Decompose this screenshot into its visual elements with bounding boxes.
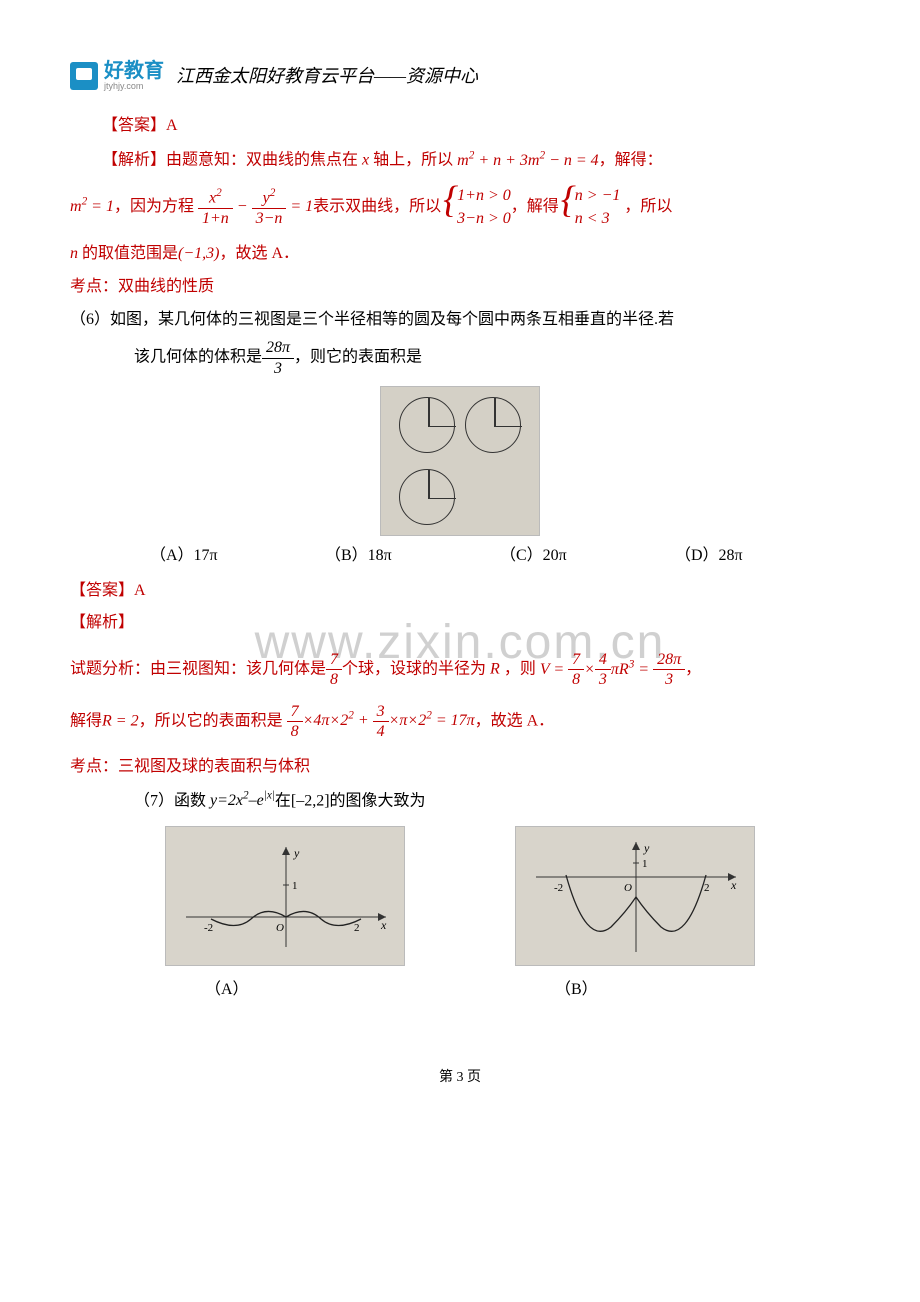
t: 个球，设球的半径为 (342, 661, 486, 678)
page-number: 第 3 页 (70, 1065, 850, 1090)
t: 该几何体的体积是 (134, 349, 262, 366)
vol-formula: V = 78×43πR3 = 28π3 (540, 661, 685, 678)
opt-a: （A）17π (150, 542, 325, 571)
q6-topic: 考点：三视图及球的表面积与体积 (70, 753, 850, 782)
q6-solve: 解得R = 2，所以它的表面积是 78×4π×22 + 34×π×22 = 17… (70, 702, 850, 741)
svg-text:-2: -2 (554, 882, 563, 894)
q6-stem2: 该几何体的体积是28π3，则它的表面积是 (70, 338, 850, 377)
svg-text:y: y (643, 841, 650, 855)
s2b: n < 3 (575, 208, 621, 230)
q5-topic: 考点：双曲线的性质 (70, 273, 850, 302)
graph-labels: （A） （B） (70, 976, 850, 1005)
t: ，所以 (620, 198, 672, 215)
R2: R = 2 (102, 712, 139, 729)
graph-a: y x 1 -2 2 O (165, 826, 405, 966)
system1: 1+n > 03−n > 0 (445, 185, 511, 230)
s1b: 3−n > 0 (457, 208, 511, 230)
t: 表示双曲线，所以 (313, 198, 441, 215)
logo: 好教育 jtyhjy.com (70, 61, 164, 92)
t: 试题分析：由三视图知：该几何体是 (70, 661, 326, 678)
area-formula: 78×4π×22 + 34×π×22 = 17π (287, 712, 475, 729)
frac-x: x21+n (198, 187, 233, 228)
m-eq: m2 = 1 (70, 198, 114, 215)
q7-stem: （7）函数 y=2x2–e|x|在[–2,2]的图像大致为 (70, 786, 850, 816)
svg-text:2: 2 (704, 882, 710, 894)
den: 3 (262, 359, 294, 378)
svg-text:x: x (380, 918, 387, 932)
svg-text:O: O (624, 882, 632, 894)
opt-b: （B）18π (325, 542, 500, 571)
svg-text:1: 1 (642, 858, 648, 870)
header-row: 好教育 jtyhjy.com 江西金太阳好教育云平台——资源中心 (70, 60, 850, 92)
t: ，故选 A． (475, 712, 555, 729)
s2a: n > −1 (575, 185, 621, 207)
frac-y: y23−n (252, 187, 287, 228)
q5-answer: A (166, 117, 178, 134)
t: ，则 (504, 661, 536, 678)
t: ，因为方程 (114, 198, 194, 215)
q5-explain-line3: n n 的取值范围是的取值范围是(−1,3)，故选 A． (70, 240, 850, 269)
svg-text:y: y (293, 846, 300, 860)
t: 轴上，所以 (373, 152, 453, 169)
svg-text:O: O (276, 922, 284, 934)
logo-main-text: 好教育 (104, 61, 164, 81)
vol-frac: 28π3 (262, 338, 294, 377)
system2: n > −1n < 3 (563, 185, 621, 230)
q5-explain-line2: m2 = 1，因为方程 x21+n − y23−n = 1表示双曲线，所以 1+… (70, 185, 850, 230)
minus: − (237, 198, 252, 215)
x-axis: x (358, 152, 373, 169)
logo-sub-text: jtyhjy.com (104, 81, 164, 92)
answer-label: 【答案】 (102, 117, 166, 134)
answer: A (134, 582, 146, 599)
q6-stem1: （6）如图，某几何体的三视图是三个半径相等的圆及每个圆中两条互相垂直的半径.若 (70, 306, 850, 335)
num: 28π (262, 338, 294, 358)
explain-label: 【解析】 (102, 152, 166, 169)
q6-answer-line: 【答案】A (70, 577, 850, 606)
R: R (486, 661, 504, 678)
svg-text:1: 1 (292, 880, 298, 892)
t: ，所以它的表面积是 (139, 712, 283, 729)
three-views-figure (380, 386, 540, 536)
svg-text:2: 2 (354, 922, 360, 934)
t: ，故选 A． (219, 245, 299, 262)
t: ，则它的表面积是 (294, 349, 422, 366)
opt-d: （D）28π (675, 542, 850, 571)
t: ， (685, 661, 701, 678)
opt-c: （C）20π (500, 542, 675, 571)
eq1: = 1 (290, 198, 313, 215)
t: 由题意知：双曲线的焦点在 (166, 152, 358, 169)
label: 【答案】 (70, 582, 134, 599)
q6-analysis: 试题分析：由三视图知：该几何体是78个球，设球的半径为 R ，则 V = 78×… (70, 650, 850, 689)
graph-row: y x 1 -2 2 O y x 1 -2 2 O (70, 826, 850, 966)
header-title: 江西金太阳好教育云平台——资源中心 (176, 60, 478, 92)
t: ，解得 (511, 198, 559, 215)
d: 8 (326, 670, 342, 689)
range: (−1,3) (178, 245, 219, 262)
eqn1: m2 + n + 3m2 − n = 4 (457, 152, 599, 169)
s1a: 1+n > 0 (457, 185, 511, 207)
label-b: （B） (515, 976, 755, 1005)
n: 7 (326, 650, 342, 670)
graph-b: y x 1 -2 2 O (515, 826, 755, 966)
svg-text:-2: -2 (204, 922, 213, 934)
t: ，解得： (599, 152, 663, 169)
q5-explain-line1: 【解析】由题意知：双曲线的焦点在 x 轴上，所以 m2 + n + 3m2 − … (70, 145, 850, 175)
label-a: （A） (165, 976, 405, 1005)
t: 解得 (70, 712, 102, 729)
q6-options: （A）17π （B）18π （C）20π （D）28π (70, 542, 850, 571)
frac78: 78 (326, 650, 342, 689)
q5-answer-line: 【答案】A (70, 112, 850, 141)
q6-explain-label: 【解析】 (70, 609, 850, 638)
logo-icon (70, 62, 98, 90)
svg-text:x: x (730, 878, 737, 892)
